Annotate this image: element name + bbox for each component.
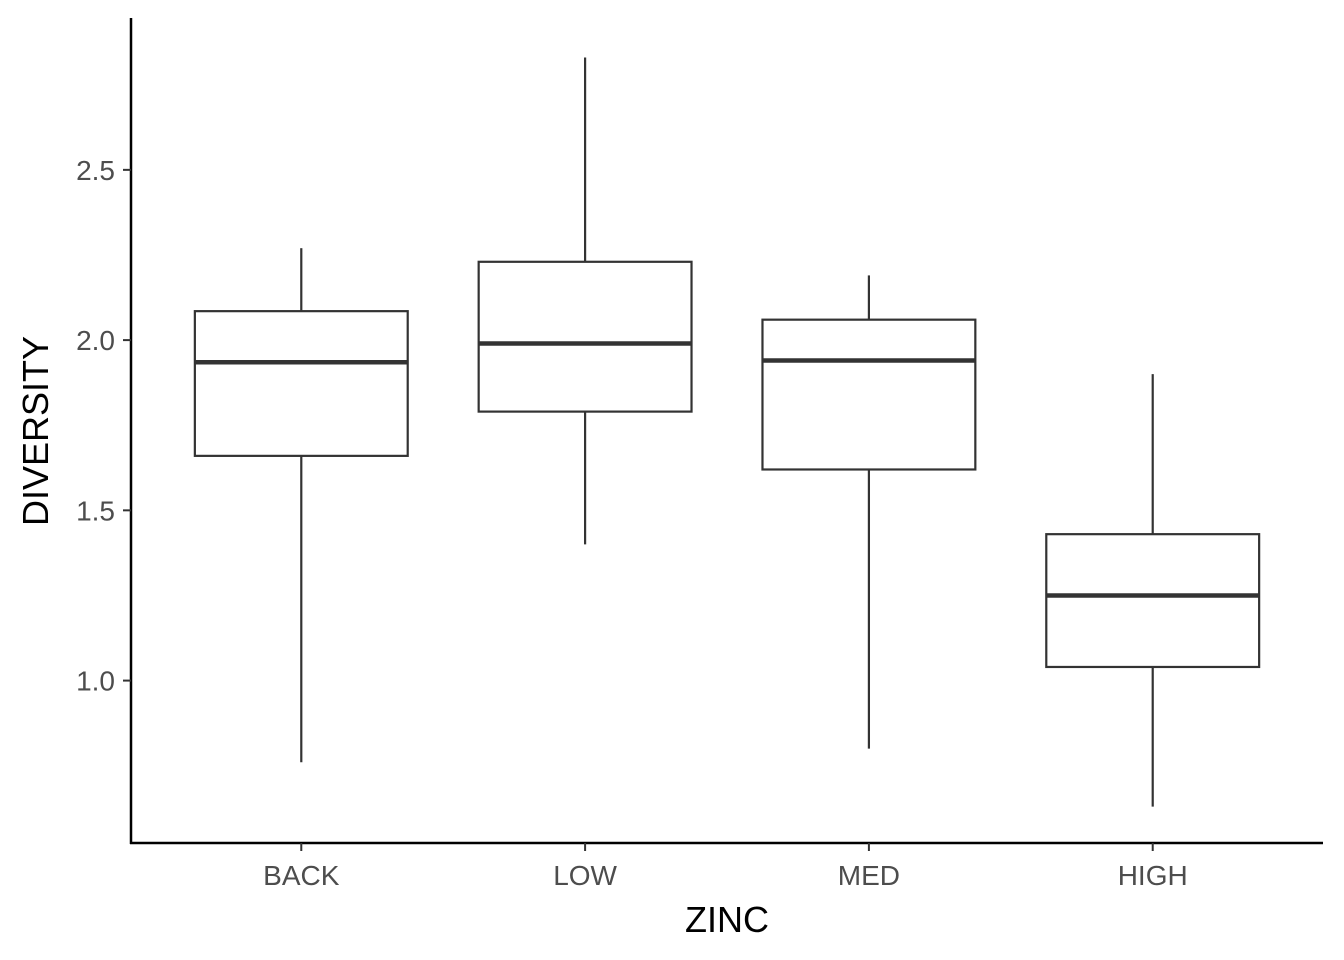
- iqr-box: [761, 318, 977, 471]
- y-tick-label: 2.0: [76, 325, 115, 356]
- x-axis-label: ZINC: [685, 899, 769, 940]
- x-tick-label: MED: [838, 860, 900, 891]
- y-axis-label: DIVERSITY: [15, 336, 56, 526]
- box-low: [477, 57, 693, 545]
- x-ticks: BACK LOW MED HIGH: [263, 843, 1188, 891]
- x-tick-label: HIGH: [1118, 860, 1188, 891]
- x-tick-label: BACK: [263, 860, 340, 891]
- y-tick-label: 2.5: [76, 155, 115, 186]
- y-tick-label: 1.0: [76, 666, 115, 697]
- y-tick-label: 1.5: [76, 495, 115, 526]
- box-high: [1045, 374, 1261, 807]
- x-tick-label: LOW: [553, 860, 617, 891]
- iqr-box: [193, 310, 409, 457]
- plot-marks: [193, 57, 1261, 807]
- iqr-box: [1045, 533, 1261, 669]
- box-med: [761, 275, 977, 749]
- y-ticks: 1.0 1.5 2.0 2.5: [76, 155, 131, 697]
- iqr-box: [477, 260, 693, 413]
- box-back: [193, 248, 409, 763]
